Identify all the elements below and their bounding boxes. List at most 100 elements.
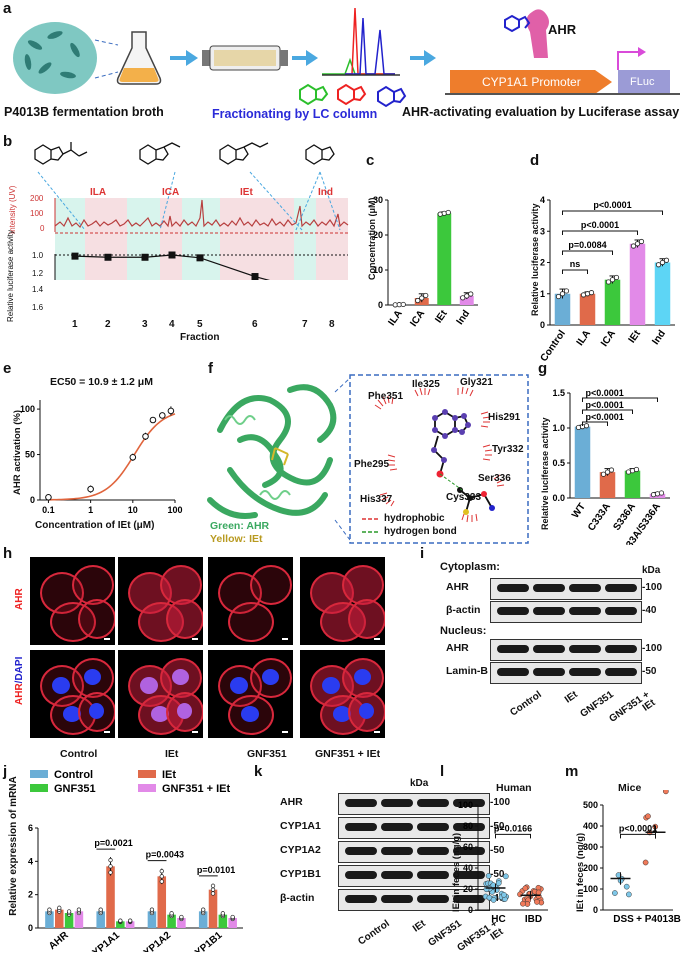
b-compound-ila: ILA bbox=[90, 187, 106, 198]
micrograph bbox=[208, 557, 293, 645]
i-cytoplasm: Cytoplasm: bbox=[440, 561, 500, 573]
f-res-gly321: Gly321 bbox=[460, 377, 493, 388]
d-pvalue: ns bbox=[570, 259, 581, 269]
promoter-text: CYP1A1 Promoter bbox=[482, 75, 581, 89]
b-fraction-tick: 7 bbox=[302, 319, 308, 330]
panel-d-label: d bbox=[530, 152, 539, 169]
e-x-tick-label: 100 bbox=[167, 505, 182, 515]
l-dot bbox=[520, 901, 525, 906]
blot-row-label: β-actin bbox=[446, 604, 480, 616]
g-dot bbox=[584, 424, 588, 428]
f-hbond-legend: hydrogen bond bbox=[384, 526, 457, 537]
d-dot bbox=[614, 275, 618, 279]
j-cat-label: CYP1B1 bbox=[188, 930, 225, 952]
b-point bbox=[142, 254, 149, 261]
cell bbox=[78, 692, 115, 732]
d-bar bbox=[605, 280, 621, 325]
k-kda: kDa bbox=[410, 778, 428, 789]
j-dot bbox=[160, 880, 164, 884]
d-pvalue: p<0.0001 bbox=[581, 220, 619, 230]
m-pvalue: p<0.0001 bbox=[619, 823, 657, 833]
j-legend-label: IEt bbox=[162, 769, 176, 781]
cell bbox=[348, 692, 385, 732]
j-dot bbox=[48, 908, 52, 912]
fractionating-caption: Fractionating by LC column bbox=[212, 107, 377, 121]
g-bar bbox=[575, 427, 591, 498]
cell bbox=[250, 565, 292, 605]
c-cat-label: Ind bbox=[455, 308, 473, 327]
m-dot bbox=[612, 890, 617, 895]
b-top-tick: 100 bbox=[30, 209, 43, 218]
f-res-phe351: Phe351 bbox=[368, 391, 403, 402]
j-ylabel: Relative expression of mRNA bbox=[8, 776, 19, 916]
c-dot bbox=[424, 293, 428, 297]
h-col-gnf351-iet: GNF351 + IEt bbox=[315, 748, 380, 760]
fluc-text: FLuc bbox=[630, 76, 654, 88]
b-y-tick: 1.2 bbox=[32, 269, 43, 278]
j-dot bbox=[211, 884, 215, 888]
blot-band bbox=[381, 871, 413, 879]
micrograph bbox=[30, 557, 115, 645]
h-col-iet: IEt bbox=[165, 748, 178, 760]
panel-g-chart: 0.00.51.01.5WTC333AS336AC333A/S336Ap<0.0… bbox=[530, 370, 685, 545]
j-legend-swatch bbox=[138, 770, 156, 778]
h-col-gnf351: GNF351 bbox=[247, 748, 287, 760]
cell bbox=[228, 695, 274, 735]
d-cat-label: ICA bbox=[599, 328, 618, 348]
e-ylabel: AHR activation (%) bbox=[12, 410, 23, 495]
blot-band bbox=[533, 584, 565, 592]
j-legend-label: GNF351 bbox=[54, 783, 96, 795]
l-dot bbox=[523, 886, 528, 891]
g-bar bbox=[625, 471, 641, 498]
g-pvalue: p<0.0001 bbox=[586, 400, 624, 410]
d-sig-bracket bbox=[563, 270, 588, 274]
e-xlabel: Concentration of IEt (μM) bbox=[35, 520, 154, 531]
blot-band bbox=[345, 823, 377, 831]
b-point bbox=[105, 254, 112, 261]
j-dot bbox=[77, 908, 81, 912]
blot-band bbox=[497, 584, 529, 592]
j-dot bbox=[160, 875, 164, 879]
panel-k-label: k bbox=[254, 763, 262, 780]
m-dot bbox=[663, 790, 668, 794]
b-point bbox=[252, 273, 259, 280]
cell bbox=[78, 599, 115, 639]
l-dot bbox=[517, 892, 522, 897]
scale-bar bbox=[282, 638, 288, 640]
j-legend-swatch bbox=[30, 770, 48, 778]
l-pvalue: p=0.0166 bbox=[494, 823, 532, 833]
j-pvalue: p=0.0043 bbox=[146, 850, 184, 860]
e-point bbox=[143, 434, 149, 440]
scale-bar bbox=[192, 638, 198, 640]
b-y-tick: 1.4 bbox=[32, 285, 43, 294]
b-fraction-tick: 1 bbox=[72, 319, 78, 330]
scale-bar bbox=[192, 731, 198, 733]
panel-l-label: l bbox=[440, 763, 444, 780]
c-bar bbox=[437, 213, 451, 305]
j-dot bbox=[109, 858, 113, 862]
d-bar bbox=[655, 263, 671, 326]
g-cat-label: C333A bbox=[586, 501, 613, 533]
d-y-tick-label: 4 bbox=[540, 195, 545, 205]
d-bar bbox=[630, 244, 646, 325]
b-top-tick: 0 bbox=[40, 224, 44, 233]
f-green-legend: Green: AHR bbox=[210, 520, 269, 532]
d-y-tick-label: 0 bbox=[540, 320, 545, 330]
j-pvalue: p=0.0101 bbox=[197, 865, 235, 875]
h-row1-label: AHR bbox=[14, 588, 25, 610]
l-dot bbox=[501, 892, 506, 897]
l-y-tick-label: 20 bbox=[463, 884, 473, 894]
blot-strip bbox=[490, 578, 642, 600]
nucleus bbox=[241, 706, 260, 722]
f-res-ile325: Ile325 bbox=[412, 379, 440, 390]
j-dot bbox=[211, 888, 215, 892]
blot-band bbox=[497, 668, 529, 676]
cell bbox=[166, 692, 203, 732]
e-x-tick-label: 1 bbox=[88, 505, 93, 515]
b-point bbox=[169, 252, 176, 259]
blot-band bbox=[569, 668, 601, 676]
l-y-tick-label: 60 bbox=[463, 842, 473, 852]
d-dot bbox=[560, 292, 564, 296]
